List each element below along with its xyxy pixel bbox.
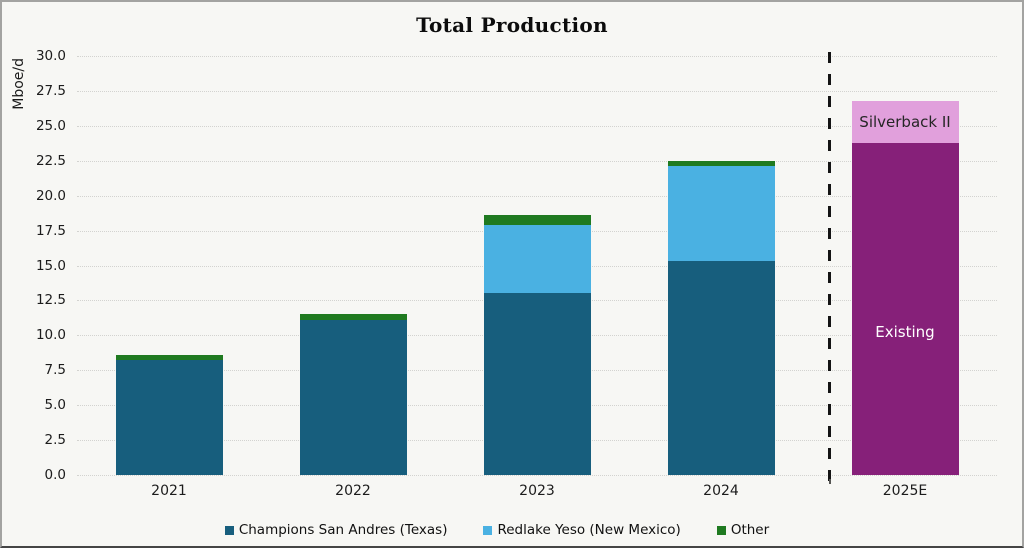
y-tick-7.5: 7.5: [44, 362, 66, 379]
legend-label-other: Other: [730, 522, 770, 538]
bar-segment-existing-2025e: Existing: [851, 142, 959, 475]
legend-item-champions-san-andres-texas: Champions San Andres (Texas): [224, 522, 448, 538]
forecast-separator-line: [828, 52, 831, 482]
y-tick-22.5: 22.5: [35, 152, 66, 169]
gridline-20.0: [77, 195, 997, 197]
bar-segment-other-2024: [667, 160, 775, 167]
x-axis-labels: 2021 2022 2023 2024 2025E: [77, 483, 997, 503]
y-tick-15.0: 15.0: [35, 257, 66, 274]
y-tick-25.0: 25.0: [35, 117, 66, 134]
bar-segment-redlake-yeso-new-mexico-2024: [667, 166, 775, 262]
bar-segment-champions-san-andres-texas-2023: [483, 293, 591, 475]
gridline-30.0: [77, 56, 997, 57]
bar-label-silverback-ii: Silverback II: [859, 112, 951, 131]
x-tick-2022: 2022: [335, 483, 371, 499]
y-tick-30.0: 30.0: [35, 48, 66, 64]
legend-label-champions-san-andres-texas: Champions San Andres (Texas): [238, 522, 448, 538]
x-tick-2024: 2024: [703, 483, 739, 499]
gridline-27.5: [77, 90, 997, 92]
y-tick-0.0: 0.0: [44, 467, 66, 483]
bar-segment-other-2022: [299, 314, 407, 320]
y-tick-17.5: 17.5: [35, 222, 66, 239]
gridline-25.0: [77, 125, 997, 127]
gridline-0.0: [77, 475, 997, 476]
separator-axis-tick: [829, 479, 831, 484]
legend-swatch-redlake-yeso-new-mexico: [483, 525, 493, 535]
bar-segment-other-2021: [115, 354, 223, 361]
legend-label-redlake-yeso-new-mexico: Redlake Yeso (New Mexico): [497, 522, 681, 538]
legend-item-other: Other: [716, 522, 770, 538]
bar-segment-champions-san-andres-texas-2021: [115, 360, 223, 475]
gridline-22.5: [77, 160, 997, 162]
bar-label-existing: Existing: [875, 323, 935, 342]
bar-segment-silverback-ii-2025e: Silverback II: [851, 100, 959, 143]
y-tick-5.0: 5.0: [44, 397, 66, 414]
y-tick-10.0: 10.0: [35, 327, 66, 344]
y-tick-12.5: 12.5: [35, 292, 66, 309]
legend: Champions San Andres (Texas) Redlake Yeso…: [32, 522, 962, 538]
x-tick-2021: 2021: [151, 483, 187, 499]
x-tick-2023: 2023: [519, 483, 555, 499]
y-tick-27.5: 27.5: [35, 82, 66, 99]
legend-swatch-other: [716, 525, 726, 535]
bar-segment-champions-san-andres-texas-2022: [299, 319, 407, 475]
y-tick-20.0: 20.0: [35, 187, 66, 204]
y-axis-ticks: 0.0 2.5 5.0 7.5 10.0 12.5 15.0 17.5 20.0 22.5 25.0…: [2, 48, 66, 483]
legend-item-redlake-yeso-new-mexico: Redlake Yeso (New Mexico): [483, 522, 681, 538]
bar-segment-champions-san-andres-texas-2024: [667, 261, 775, 475]
chart-title: Total Production: [416, 13, 608, 37]
bar-segment-other-2023: [483, 215, 591, 225]
x-tick-2025e: 2025E: [882, 483, 928, 499]
legend-swatch-champions-san-andres-texas: [224, 525, 234, 535]
bar-segment-redlake-yeso-new-mexico-2023: [483, 225, 591, 294]
plot-area: Existing Silverback II: [77, 56, 997, 476]
y-tick-2.5: 2.5: [44, 432, 66, 449]
